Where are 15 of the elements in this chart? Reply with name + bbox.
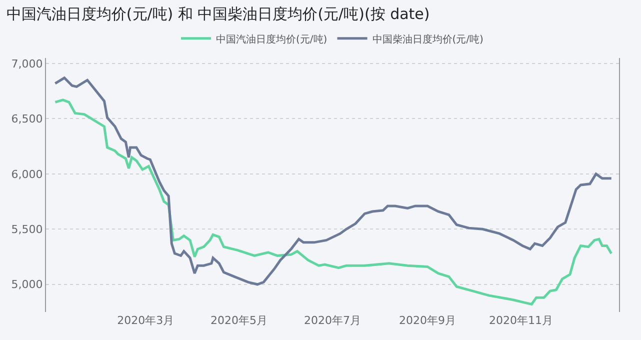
legend-label: 中国汽油日度均价(元/吨) [216,33,328,46]
y-tick-label: 6,000 [11,168,43,181]
legend-label: 中国柴油日度均价(元/吨) [372,33,484,46]
x-tick-label: 2020年7月 [304,314,361,327]
line-series [54,98,613,306]
chart-title: 中国汽油日度均价(元/吨) 和 中国柴油日度均价(元/吨)(按 date) [6,5,430,23]
y-tick-label: 5,000 [11,278,43,292]
y-tick-label: 6,500 [11,112,43,126]
x-tick-label: 2020年5月 [210,314,268,327]
x-tick-label: 2020年3月 [117,314,174,327]
line-series [54,76,613,286]
y-tick-label: 5,500 [11,223,43,236]
y-tick-label: 7,000 [11,57,43,70]
x-tick-label: 2020年9月 [398,314,456,327]
x-tick-label: 2020年11月 [488,314,553,327]
